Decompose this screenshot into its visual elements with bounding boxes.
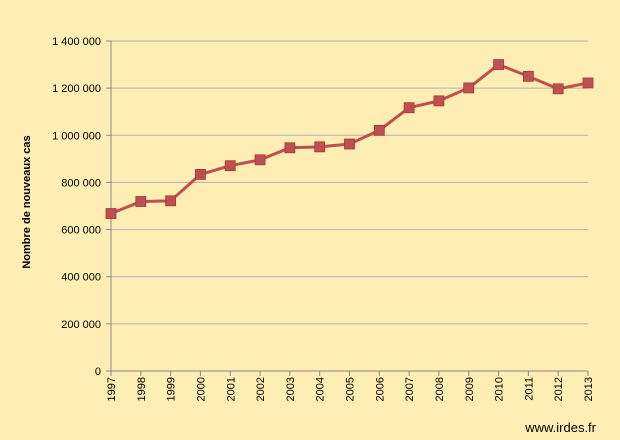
data-point-marker	[314, 141, 326, 153]
series	[105, 59, 594, 219]
data-point-marker	[582, 77, 594, 89]
data-point-marker	[493, 59, 504, 70]
y-axis-title: Nombre de nouveaux cas	[21, 135, 33, 268]
x-tick-label: 2003	[285, 377, 297, 401]
data-point-marker	[105, 208, 117, 219]
x-tick-label: 2011	[523, 377, 535, 401]
x-tick-label: 2007	[404, 377, 416, 401]
x-tick-label: 2001	[225, 377, 237, 401]
data-point-marker	[403, 102, 415, 114]
data-point-marker	[463, 82, 475, 94]
x-tick-label: 2012	[553, 377, 565, 401]
x-tick-label: 2010	[494, 377, 506, 401]
y-tick-label: 1 000 000	[52, 130, 101, 142]
data-point-marker	[135, 196, 147, 207]
x-tick-label: 2013	[583, 377, 595, 401]
y-tick-labels: 0 200 000 400 000 600 000 800 000 1 000 000 1 …	[52, 36, 101, 378]
x-tick-label: 2000	[195, 377, 207, 401]
axes	[106, 40, 589, 376]
x-tick-label: 2009	[464, 377, 476, 401]
data-point-marker	[552, 83, 564, 95]
data-point-marker	[195, 169, 206, 180]
y-tick-label: 400 000	[61, 272, 101, 284]
y-tick-label: 1 200 000	[52, 83, 101, 95]
x-tick-labels: 1997 1998 1999 2000 2001 2002 2003 2004 2005 2006…	[106, 377, 595, 401]
x-tick-label: 2008	[434, 377, 446, 401]
data-point-marker	[284, 142, 296, 154]
data-point-marker	[165, 195, 177, 207]
y-tick-label: 1 400 000	[52, 36, 101, 48]
gridlines	[111, 40, 588, 325]
y-tick-label: 200 000	[61, 319, 101, 331]
x-tick-label: 2004	[315, 377, 327, 401]
x-tick-label: 1998	[136, 377, 148, 401]
data-point-marker	[224, 160, 236, 172]
y-tick-label: 600 000	[61, 225, 101, 237]
data-point-marker	[344, 138, 355, 150]
data-point-marker	[254, 154, 266, 166]
x-tick-label: 2006	[374, 377, 386, 401]
y-tick-label: 0	[95, 366, 101, 378]
data-point-marker	[433, 95, 445, 107]
x-tick-label: 2005	[345, 377, 357, 401]
x-tick-label: 1997	[106, 377, 118, 401]
data-point-marker	[522, 70, 534, 82]
data-point-marker	[373, 124, 385, 136]
x-tick-label: 2002	[255, 377, 267, 401]
y-tick-label: 800 000	[61, 177, 101, 189]
x-tick-label: 1999	[166, 377, 178, 401]
source-credit: www.irdes.fr	[524, 420, 596, 435]
